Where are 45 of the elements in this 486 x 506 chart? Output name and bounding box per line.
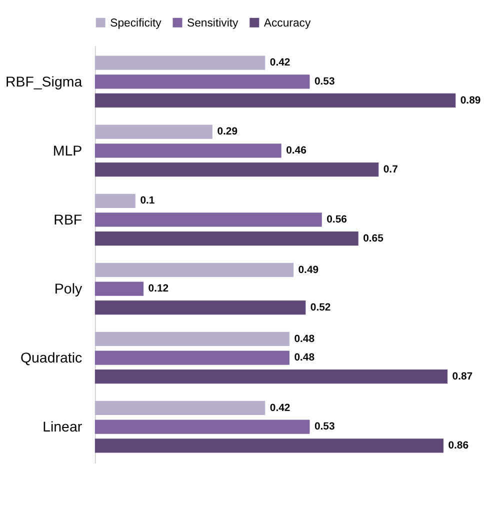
data-label: 0.87	[452, 371, 473, 382]
data-label: 0.1	[140, 196, 155, 207]
bar	[94, 262, 294, 277]
bar	[94, 74, 310, 89]
data-label: 0.56	[326, 214, 348, 226]
bar	[94, 93, 456, 108]
bar	[94, 162, 379, 177]
y-tick-label: MLP	[52, 143, 82, 160]
data-label: 0.52	[310, 302, 331, 314]
data-label: 0.7	[383, 164, 398, 176]
data-label: 0.12	[148, 284, 169, 295]
bar	[94, 438, 444, 453]
legend-label: Specificity	[110, 17, 162, 30]
data-label: 0.86	[448, 440, 469, 452]
data-label: 0.42	[270, 58, 290, 69]
legend-label: Accuracy	[264, 17, 311, 30]
data-label: 0.48	[294, 334, 315, 345]
bar	[94, 212, 322, 227]
y-tick-label: RBF_Sigma	[5, 74, 82, 90]
bar	[94, 56, 266, 70]
bar	[94, 332, 290, 346]
bar	[94, 194, 136, 208]
bar	[94, 231, 358, 246]
y-tick-label: Quadratic	[20, 350, 82, 367]
bar	[94, 300, 306, 315]
bar	[94, 282, 144, 296]
data-label: 0.53	[314, 76, 335, 88]
data-label: 0.29	[217, 126, 238, 138]
data-label: 0.89	[460, 95, 481, 106]
data-label: 0.53	[314, 422, 335, 433]
bar	[94, 400, 266, 416]
bar	[94, 420, 310, 434]
data-label: 0.46	[286, 146, 307, 157]
bar	[94, 124, 212, 139]
y-tick-label: RBF	[54, 212, 82, 228]
data-label: 0.48	[294, 352, 315, 364]
y-tick-label: Linear	[42, 420, 82, 436]
bar	[94, 144, 282, 158]
legend-label: Sensitivity	[186, 17, 239, 30]
data-label: 0.65	[363, 233, 384, 244]
data-label: 0.42	[270, 402, 290, 414]
bar	[94, 370, 448, 384]
y-tick-label: Poly	[54, 282, 83, 298]
data-label: 0.49	[298, 264, 319, 276]
bar	[94, 350, 290, 365]
